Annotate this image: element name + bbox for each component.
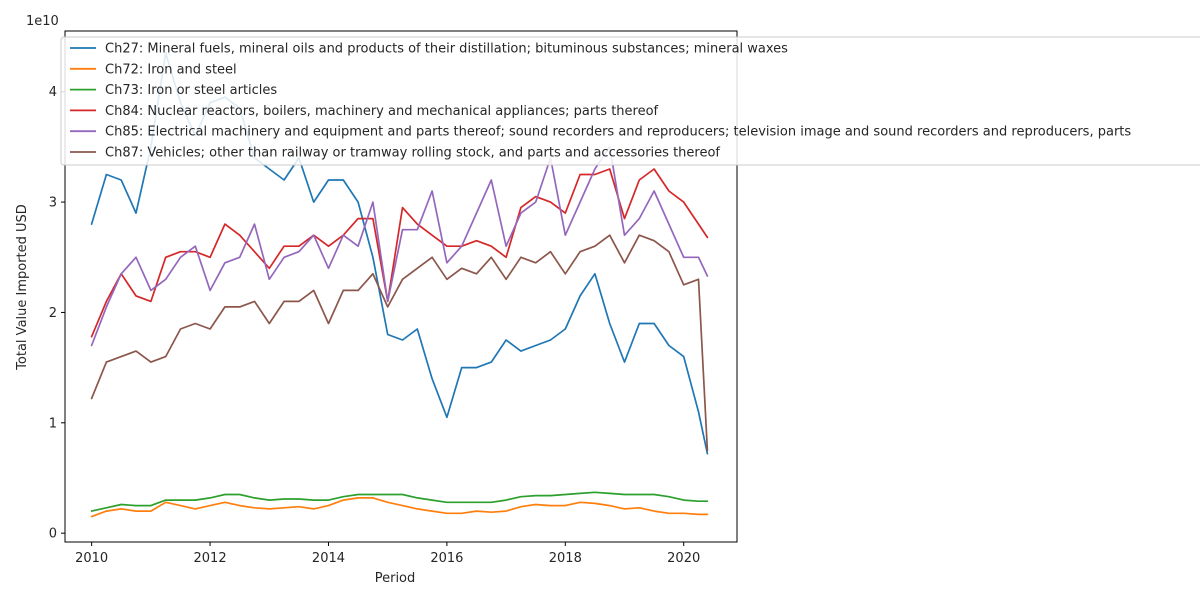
series-line-ch72 [90,497,709,518]
legend-item-ch73: Ch73: Iron or steel articles [70,83,277,98]
legend-label: Ch73: Iron or steel articles [105,83,277,98]
legend-item-ch85: Ch85: Electrical machinery and equipment… [70,125,1131,140]
x-tick-label: 2012 [194,551,227,566]
legend-item-ch27: Ch27: Mineral fuels, mineral oils and pr… [70,42,788,57]
series-line-ch87 [90,234,709,452]
x-tick-label: 2016 [430,551,463,566]
x-tick-label: 2014 [312,551,345,566]
plot-area [64,30,738,543]
x-tick-label: 2010 [75,551,108,566]
series-line-ch73 [90,491,709,512]
series-group [90,52,709,518]
x-tick-label: 2018 [549,551,582,566]
plot-frame [64,30,738,543]
legend-label: Ch85: Electrical machinery and equipment… [105,125,1131,140]
y-tick-label: 4 [49,85,57,100]
x-axis: 2010 2012 2014 2016 2018 2020 [75,542,700,566]
legend-label: Ch87: Vehicles; other than railway or tr… [105,146,720,161]
y-axis-label: Total Value Imported USD [15,204,30,371]
legend-item-ch87: Ch87: Vehicles; other than railway or tr… [70,146,720,161]
y-axis-scale-label: 1e10 [26,14,59,29]
legend-item-ch72: Ch72: Iron and steel [70,62,237,77]
y-tick-label: 3 [49,196,57,211]
x-axis-label: Period [375,571,416,586]
y-axis: 0 1 2 3 4 [49,85,65,542]
y-tick-label: 1 [49,416,57,431]
legend-label: Ch84: Nuclear reactors, boilers, machine… [105,104,659,119]
legend-frame [60,36,1200,166]
series-line-ch84 [90,168,709,338]
legend: Ch27: Mineral fuels, mineral oils and pr… [60,36,1200,166]
legend-item-ch84: Ch84: Nuclear reactors, boilers, machine… [70,104,659,119]
x-tick-label: 2020 [667,551,700,566]
legend-label: Ch27: Mineral fuels, mineral oils and pr… [105,42,788,57]
y-tick-label: 0 [49,527,57,542]
y-tick-label: 2 [49,306,57,321]
legend-items: Ch27: Mineral fuels, mineral oils and pr… [70,42,1131,161]
legend-label: Ch72: Iron and steel [105,62,237,77]
